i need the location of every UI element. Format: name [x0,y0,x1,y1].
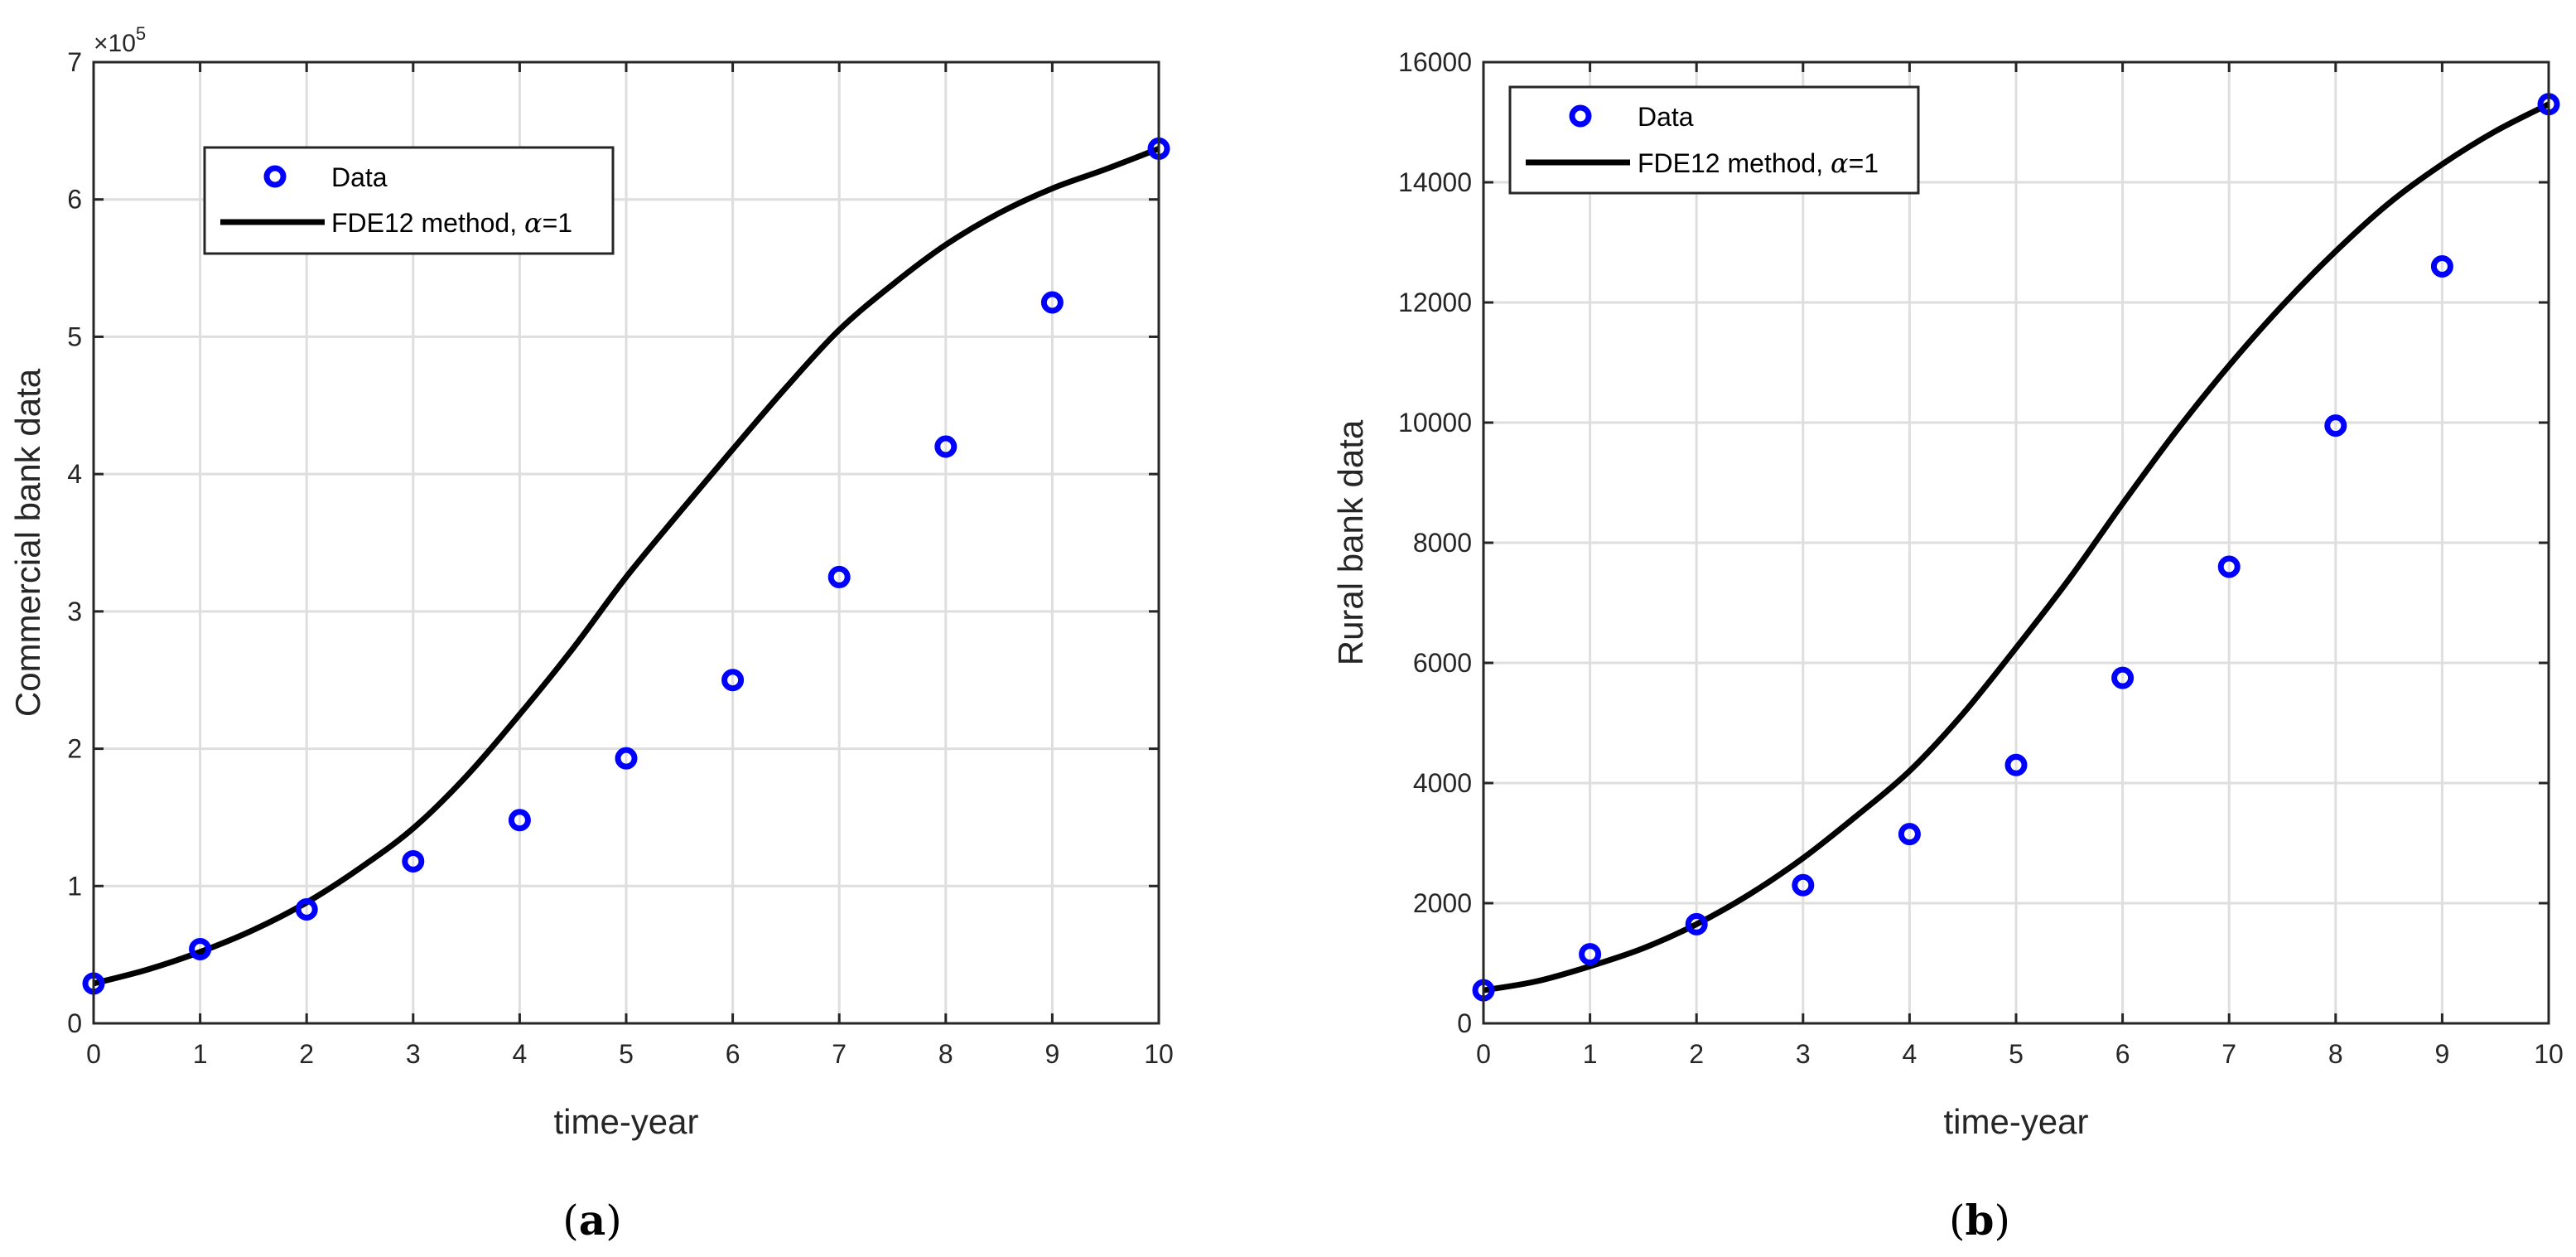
panel-b-x-ticks: 0 1 2 3 4 5 6 7 8 9 10 [1476,62,2564,1069]
panel-a-y-tick-label: 5 [67,322,82,351]
panel-a-data-point [615,747,638,770]
panel-a-data-point [721,669,745,692]
panel-b-legend-data-marker [1569,104,1592,128]
panel-a-data-points [82,137,1170,995]
panel-a-x-axis-label: time-year [553,1102,698,1141]
panel-b-y-tick-label: 0 [1457,1008,1472,1038]
panel-b-data-point [2430,255,2453,278]
panel-a-legend-data-marker [263,165,287,188]
panel-a-y-tick-label: 4 [67,459,82,489]
panel-a-x-tick-label: 3 [406,1039,421,1069]
panel-a-y-tick-label: 1 [67,871,82,901]
panel-b-data-point [2004,753,2028,776]
panel-a-data-point [508,809,531,832]
panel-a-y-tick-label: 7 [67,47,82,77]
panel-a: 0 1 2 3 4 5 6 7 8 9 10 0 1 2 3 4 5 6 7 ×105 time-year Com… [8,23,1174,1245]
panel-a-y-tick-label: 2 [67,734,82,764]
panel-b-data-point [1685,912,1708,935]
panel-a-x-tick-label: 8 [938,1039,953,1069]
panel-b-data-point [1898,823,1921,846]
panel-a-legend-data-label: Data [331,162,388,192]
panel-a-y-multiplier-exponent: 5 [136,23,146,44]
panel-b-data-point [1792,873,1815,897]
panel-b: 0 1 2 3 4 5 6 7 8 9 10 0 2000 4000 6000 8000 10000 12000… [1331,47,2564,1245]
panel-a-data-point [934,435,958,458]
panel-a-data-point [402,849,425,873]
panel-b-legend-alpha: α [1831,147,1849,179]
panel-b-data-point [2217,555,2241,578]
panel-a-x-tick-label: 1 [193,1039,208,1069]
panel-a-caption: (a) [562,1196,621,1245]
panel-a-x-tick-label: 9 [1045,1039,1060,1069]
panel-a-x-tick-label: 6 [726,1039,740,1069]
panel-a-y-multiplier: ×105 [94,23,146,57]
panel-a-legend-box [203,146,615,255]
panel-a-model-line [93,146,1160,987]
panel-b-x-tick-label: 9 [2435,1039,2450,1069]
panel-b-y-tick-label: 16000 [1398,47,1472,77]
panel-b-x-tick-label: 7 [2221,1039,2236,1069]
panel-a-data-point [827,565,851,588]
panel-b-x-tick-label: 1 [1583,1039,1598,1069]
panel-b-legend-data-label: Data [1638,102,1694,132]
panel-a-legend: Data FDE12 method, α=1 [203,146,615,255]
panel-b-data-point [2324,414,2347,438]
panel-a-legend-model-label: FDE12 method, α=1 [331,207,572,239]
panel-b-y-tick-label: 10000 [1398,408,1472,438]
panel-b-data-point [1579,943,1602,966]
panel-a-data-point [295,897,318,921]
panel-b-y-ticks: 0 2000 4000 6000 8000 10000 12000 14000 16000 [1398,47,2549,1038]
panel-a-x-tick-label: 0 [86,1039,101,1069]
panel-b-legend-box [1508,85,1920,195]
panel-b-x-tick-label: 5 [2009,1039,2024,1069]
panel-b-legend: Data FDE12 method, α=1 [1508,85,1920,195]
panel-a-x-ticks: 0 1 2 3 4 5 6 7 8 9 10 [86,62,1174,1069]
panel-a-y-ticks: 0 1 2 3 4 5 6 7 [67,47,1159,1038]
panel-b-y-tick-label: 14000 [1398,167,1472,197]
panel-a-x-tick-label: 2 [299,1039,314,1069]
panel-b-y-axis-label: Rural bank data [1331,419,1370,665]
panel-b-y-tick-label: 2000 [1413,888,1472,918]
panel-a-x-tick-label: 5 [619,1039,634,1069]
panel-a-y-tick-label: 6 [67,185,82,215]
panel-a-x-tick-label: 7 [832,1039,847,1069]
panel-b-x-tick-label: 0 [1476,1039,1491,1069]
panel-b-x-tick-label: 3 [1796,1039,1811,1069]
panel-a-y-tick-label: 0 [67,1008,82,1038]
panel-b-model-line [1483,101,2550,994]
panel-b-x-tick-label: 10 [2534,1039,2564,1069]
panel-b-x-tick-label: 6 [2115,1039,2130,1069]
panel-b-legend-model-label: FDE12 method, α=1 [1638,147,1879,179]
panel-a-y-axis-label: Commercial bank data [8,368,47,717]
panel-a-x-tick-label: 10 [1144,1039,1174,1069]
panel-b-y-tick-label: 8000 [1413,528,1472,558]
panel-b-data-point [2111,666,2135,689]
panel-a-model-curve [93,146,1160,987]
panel-b-data-points [1472,93,2560,1002]
panel-a-data-point [1040,291,1064,314]
panel-b-x-axis-label: time-year [1943,1102,2088,1141]
panel-b-x-tick-label: 8 [2328,1039,2343,1069]
panel-b-model-curve [1483,101,2550,994]
panel-a-legend-alpha: α [524,207,543,239]
panel-b-x-tick-label: 2 [1689,1039,1704,1069]
panel-a-y-tick-label: 3 [67,597,82,626]
panel-a-x-tick-label: 4 [513,1039,528,1069]
panel-b-caption: (b) [1949,1196,2010,1245]
panel-b-y-tick-label: 4000 [1413,768,1472,798]
panel-b-y-tick-label: 12000 [1398,288,1472,317]
panel-a-data-point [189,938,212,961]
panel-b-y-tick-label: 6000 [1413,648,1472,678]
panel-b-x-tick-label: 4 [1903,1039,1918,1069]
